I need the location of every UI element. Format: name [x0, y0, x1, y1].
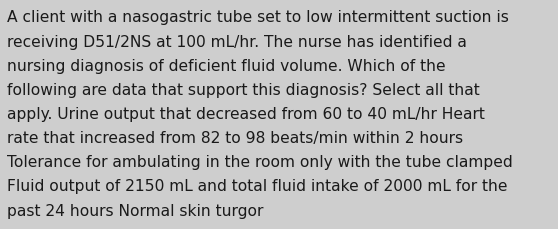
Text: Fluid output of 2150 mL and total fluid intake of 2000 mL for the: Fluid output of 2150 mL and total fluid …	[7, 179, 508, 194]
Text: Tolerance for ambulating in the room only with the tube clamped: Tolerance for ambulating in the room onl…	[7, 155, 513, 169]
Text: rate that increased from 82 to 98 beats/min within 2 hours: rate that increased from 82 to 98 beats/…	[7, 131, 463, 145]
Text: past 24 hours Normal skin turgor: past 24 hours Normal skin turgor	[7, 203, 263, 218]
Text: following are data that support this diagnosis? Select all that: following are data that support this dia…	[7, 82, 480, 97]
Text: receiving D51/2NS at 100 mL/hr. The nurse has identified a: receiving D51/2NS at 100 mL/hr. The nurs…	[7, 34, 467, 49]
Text: nursing diagnosis of deficient fluid volume. Which of the: nursing diagnosis of deficient fluid vol…	[7, 58, 446, 73]
Text: apply. Urine output that decreased from 60 to 40 mL/hr Heart: apply. Urine output that decreased from …	[7, 106, 485, 121]
Text: A client with a nasogastric tube set to low intermittent suction is: A client with a nasogastric tube set to …	[7, 10, 509, 25]
